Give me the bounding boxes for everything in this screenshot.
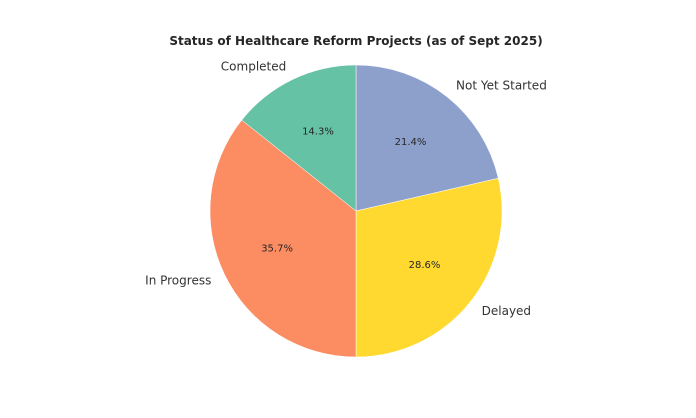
- chart-title: Status of Healthcare Reform Projects (as…: [169, 34, 542, 48]
- pie-pct-label-completed: 14.3%: [302, 127, 334, 138]
- pie-slice-in-progress: [209, 119, 357, 358]
- pie-pct-label-in-progress: 35.7%: [261, 244, 293, 255]
- pie-slice-completed: [241, 64, 357, 212]
- pie-slices: [209, 64, 503, 358]
- pie-category-label-delayed: Delayed: [482, 304, 531, 318]
- pie-slice-delayed: [355, 177, 503, 358]
- pie-pct-label-delayed: 28.6%: [409, 260, 441, 271]
- pie-pct-label-not-yet-started: 21.4%: [395, 137, 427, 148]
- pie-category-label-completed: Completed: [221, 59, 286, 73]
- pie-category-label-in-progress: In Progress: [145, 274, 211, 288]
- pie-labels: 21.4% Not Yet Started 28.6% Delayed 35.7% In …: [145, 59, 547, 318]
- pie-category-label-not-yet-started: Not Yet Started: [456, 78, 547, 92]
- pie-slice-not-yet-started: [355, 64, 499, 212]
